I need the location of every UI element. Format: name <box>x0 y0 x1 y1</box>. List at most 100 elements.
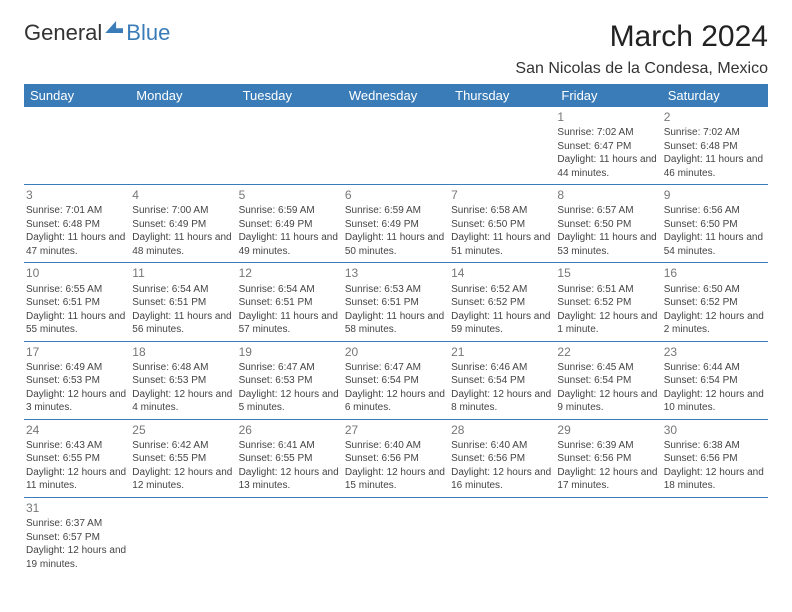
day-cell: 13Sunrise: 6:53 AMSunset: 6:51 PMDayligh… <box>343 263 449 341</box>
day-cell: 23Sunrise: 6:44 AMSunset: 6:54 PMDayligh… <box>662 341 768 419</box>
day-number: 22 <box>557 344 657 360</box>
day-cell: 18Sunrise: 6:48 AMSunset: 6:53 PMDayligh… <box>130 341 236 419</box>
day-cell: 5Sunrise: 6:59 AMSunset: 6:49 PMDaylight… <box>237 185 343 263</box>
sunset-text: Sunset: 6:52 PM <box>664 296 764 310</box>
day-cell: 21Sunrise: 6:46 AMSunset: 6:54 PMDayligh… <box>449 341 555 419</box>
sunrise-text: Sunrise: 7:02 AM <box>557 126 657 140</box>
sunrise-text: Sunrise: 6:42 AM <box>132 439 232 453</box>
day-cell <box>343 107 449 185</box>
day-number: 10 <box>26 265 126 281</box>
month-title: March 2024 <box>515 20 768 54</box>
day-cell <box>449 107 555 185</box>
sunrise-text: Sunrise: 6:50 AM <box>664 283 764 297</box>
sunset-text: Sunset: 6:55 PM <box>26 452 126 466</box>
day-cell: 25Sunrise: 6:42 AMSunset: 6:55 PMDayligh… <box>130 419 236 497</box>
day-cell: 14Sunrise: 6:52 AMSunset: 6:52 PMDayligh… <box>449 263 555 341</box>
day-cell: 11Sunrise: 6:54 AMSunset: 6:51 PMDayligh… <box>130 263 236 341</box>
daylight-text: Daylight: 12 hours and 15 minutes. <box>345 466 445 493</box>
daylight-text: Daylight: 12 hours and 18 minutes. <box>664 466 764 493</box>
day-cell: 19Sunrise: 6:47 AMSunset: 6:53 PMDayligh… <box>237 341 343 419</box>
daylight-text: Daylight: 12 hours and 17 minutes. <box>557 466 657 493</box>
daylight-text: Daylight: 11 hours and 58 minutes. <box>345 310 445 337</box>
sunrise-text: Sunrise: 6:55 AM <box>26 283 126 297</box>
day-cell <box>130 497 236 575</box>
day-number: 16 <box>664 265 764 281</box>
sunrise-text: Sunrise: 6:40 AM <box>451 439 551 453</box>
day-cell: 4Sunrise: 7:00 AMSunset: 6:49 PMDaylight… <box>130 185 236 263</box>
week-row: 10Sunrise: 6:55 AMSunset: 6:51 PMDayligh… <box>24 263 768 341</box>
sunrise-text: Sunrise: 6:57 AM <box>557 204 657 218</box>
daylight-text: Daylight: 11 hours and 59 minutes. <box>451 310 551 337</box>
sunset-text: Sunset: 6:51 PM <box>132 296 232 310</box>
week-row: 3Sunrise: 7:01 AMSunset: 6:48 PMDaylight… <box>24 185 768 263</box>
sunrise-text: Sunrise: 6:43 AM <box>26 439 126 453</box>
day-number: 21 <box>451 344 551 360</box>
header-row: Sunday Monday Tuesday Wednesday Thursday… <box>24 84 768 107</box>
day-number: 12 <box>239 265 339 281</box>
daylight-text: Daylight: 11 hours and 44 minutes. <box>557 153 657 180</box>
day-number: 17 <box>26 344 126 360</box>
daylight-text: Daylight: 11 hours and 54 minutes. <box>664 231 764 258</box>
day-number: 24 <box>26 422 126 438</box>
sunrise-text: Sunrise: 6:59 AM <box>345 204 445 218</box>
sunset-text: Sunset: 6:51 PM <box>26 296 126 310</box>
day-number: 18 <box>132 344 232 360</box>
day-number: 11 <box>132 265 232 281</box>
day-number: 19 <box>239 344 339 360</box>
day-cell <box>130 107 236 185</box>
daylight-text: Daylight: 12 hours and 6 minutes. <box>345 388 445 415</box>
day-cell: 2Sunrise: 7:02 AMSunset: 6:48 PMDaylight… <box>662 107 768 185</box>
sunset-text: Sunset: 6:53 PM <box>239 374 339 388</box>
sunset-text: Sunset: 6:55 PM <box>132 452 232 466</box>
day-number: 23 <box>664 344 764 360</box>
header: GeneralBlue March 2024 San Nicolas de la… <box>24 20 768 78</box>
title-block: March 2024 San Nicolas de la Condesa, Me… <box>515 20 768 78</box>
sunset-text: Sunset: 6:50 PM <box>664 218 764 232</box>
brand-part1: General <box>24 20 102 46</box>
sunrise-text: Sunrise: 7:01 AM <box>26 204 126 218</box>
day-cell: 30Sunrise: 6:38 AMSunset: 6:56 PMDayligh… <box>662 419 768 497</box>
day-number: 28 <box>451 422 551 438</box>
day-cell: 9Sunrise: 6:56 AMSunset: 6:50 PMDaylight… <box>662 185 768 263</box>
sunrise-text: Sunrise: 6:41 AM <box>239 439 339 453</box>
day-number: 26 <box>239 422 339 438</box>
week-row: 17Sunrise: 6:49 AMSunset: 6:53 PMDayligh… <box>24 341 768 419</box>
sunset-text: Sunset: 6:51 PM <box>239 296 339 310</box>
daylight-text: Daylight: 11 hours and 48 minutes. <box>132 231 232 258</box>
sunset-text: Sunset: 6:48 PM <box>664 140 764 154</box>
day-number: 25 <box>132 422 232 438</box>
sunset-text: Sunset: 6:52 PM <box>451 296 551 310</box>
col-tuesday: Tuesday <box>237 84 343 107</box>
sunset-text: Sunset: 6:54 PM <box>345 374 445 388</box>
day-number: 2 <box>664 109 764 125</box>
daylight-text: Daylight: 11 hours and 47 minutes. <box>26 231 126 258</box>
sunset-text: Sunset: 6:49 PM <box>345 218 445 232</box>
sunrise-text: Sunrise: 6:54 AM <box>239 283 339 297</box>
day-cell: 3Sunrise: 7:01 AMSunset: 6:48 PMDaylight… <box>24 185 130 263</box>
sunrise-text: Sunrise: 6:54 AM <box>132 283 232 297</box>
sunrise-text: Sunrise: 6:37 AM <box>26 517 126 531</box>
calendar-table: Sunday Monday Tuesday Wednesday Thursday… <box>24 84 768 575</box>
day-number: 3 <box>26 187 126 203</box>
day-cell: 27Sunrise: 6:40 AMSunset: 6:56 PMDayligh… <box>343 419 449 497</box>
day-cell <box>24 107 130 185</box>
day-number: 8 <box>557 187 657 203</box>
sunset-text: Sunset: 6:49 PM <box>132 218 232 232</box>
sunrise-text: Sunrise: 6:59 AM <box>239 204 339 218</box>
sunset-text: Sunset: 6:49 PM <box>239 218 339 232</box>
daylight-text: Daylight: 11 hours and 55 minutes. <box>26 310 126 337</box>
col-saturday: Saturday <box>662 84 768 107</box>
daylight-text: Daylight: 11 hours and 51 minutes. <box>451 231 551 258</box>
daylight-text: Daylight: 11 hours and 46 minutes. <box>664 153 764 180</box>
sunrise-text: Sunrise: 7:02 AM <box>664 126 764 140</box>
col-friday: Friday <box>555 84 661 107</box>
calendar-head: Sunday Monday Tuesday Wednesday Thursday… <box>24 84 768 107</box>
day-cell: 26Sunrise: 6:41 AMSunset: 6:55 PMDayligh… <box>237 419 343 497</box>
day-number: 29 <box>557 422 657 438</box>
day-number: 15 <box>557 265 657 281</box>
sunset-text: Sunset: 6:47 PM <box>557 140 657 154</box>
day-cell: 24Sunrise: 6:43 AMSunset: 6:55 PMDayligh… <box>24 419 130 497</box>
day-cell <box>237 497 343 575</box>
day-cell: 12Sunrise: 6:54 AMSunset: 6:51 PMDayligh… <box>237 263 343 341</box>
sunset-text: Sunset: 6:55 PM <box>239 452 339 466</box>
